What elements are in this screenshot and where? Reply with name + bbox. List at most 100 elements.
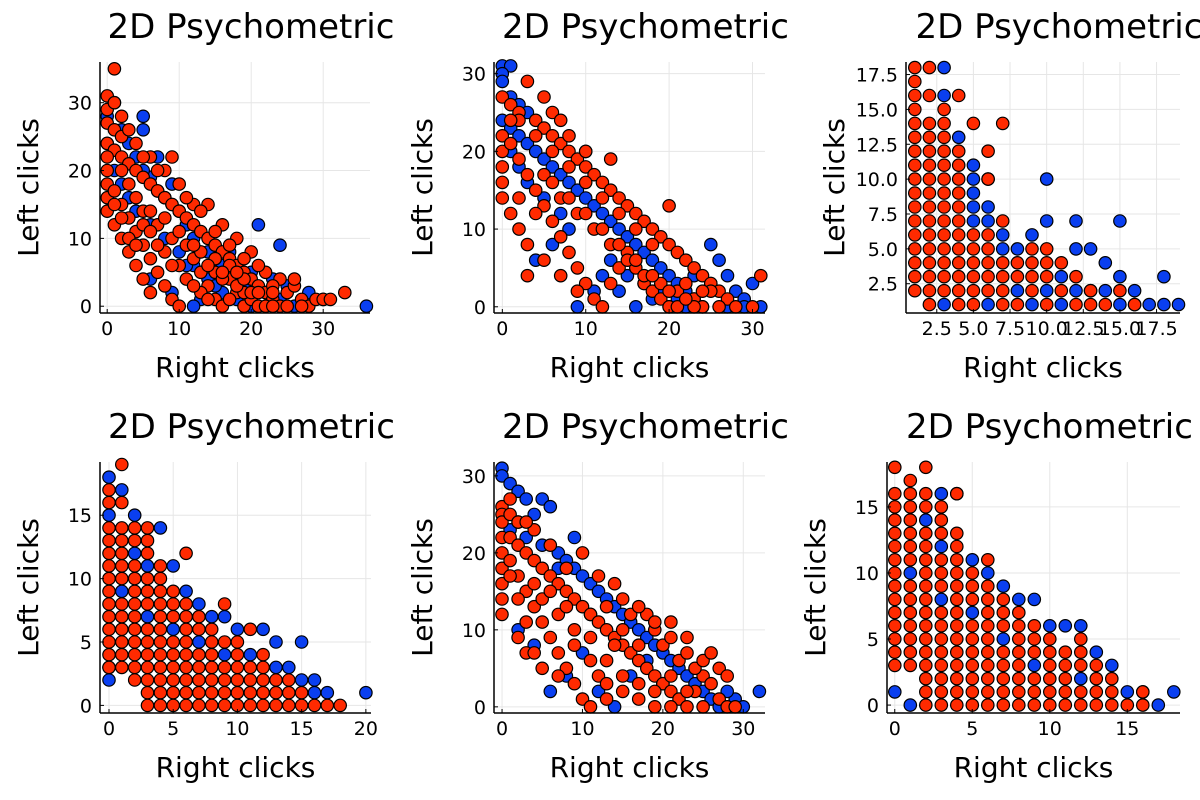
scatter-point — [495, 175, 510, 190]
scatter-point — [222, 238, 237, 252]
scatter-point — [511, 630, 525, 645]
x-axis-label: Right clicks — [156, 751, 316, 784]
scatter-point — [937, 269, 951, 284]
scatter-point — [495, 129, 510, 143]
scatter-point — [511, 592, 525, 606]
scatter-point — [204, 635, 219, 649]
scatter-point — [143, 251, 158, 266]
scatter-point — [949, 658, 964, 673]
scatter-point — [951, 283, 966, 298]
scatter-point — [981, 228, 995, 242]
scatter-point — [243, 647, 258, 662]
scatter-point — [102, 508, 116, 522]
scatter-point — [966, 242, 981, 256]
scatter-point — [503, 492, 517, 506]
scatter-point — [307, 698, 322, 713]
scatter-point — [903, 632, 918, 646]
scatter-point — [922, 186, 937, 200]
chart-title: 2D Psychometric — [108, 407, 395, 447]
scatter-point — [922, 144, 937, 158]
scatter-point — [251, 218, 266, 232]
x-tick-label: 20 — [354, 718, 378, 740]
scatter-point — [186, 279, 201, 293]
scatter-point — [578, 160, 593, 174]
scatter-point — [934, 592, 949, 607]
x-axis-label: Right clicks — [550, 351, 710, 384]
scatter-point — [903, 566, 918, 580]
y-tick-label: 15.0 — [856, 99, 898, 121]
scatter-point — [981, 242, 995, 256]
scatter-point — [562, 129, 576, 143]
x-tick-label: 5 — [966, 718, 978, 740]
y-tick-label: 20 — [68, 161, 92, 183]
scatter-point — [127, 559, 142, 573]
scatter-point — [937, 130, 951, 145]
scatter-point — [122, 177, 136, 191]
scatter-point — [102, 521, 116, 535]
scatter-point — [217, 609, 232, 624]
y-tick-label: 0 — [80, 695, 92, 717]
scatter-point — [949, 632, 964, 646]
series-2 — [907, 60, 1142, 312]
scatter-point — [599, 692, 614, 706]
x-axis-label: Right clicks — [954, 751, 1114, 784]
scatter-point — [1089, 658, 1104, 673]
scatter-point — [204, 698, 219, 713]
y-axis-label: Left clicks — [799, 518, 832, 657]
scatter-point — [934, 698, 949, 712]
scatter-point — [996, 632, 1011, 646]
scatter-point — [136, 150, 150, 164]
scatter-point — [903, 500, 918, 514]
scatter-point — [107, 95, 122, 110]
scatter-point — [1069, 269, 1083, 284]
scatter-point — [150, 163, 165, 178]
scatter-point — [907, 102, 922, 117]
scatter-point — [165, 150, 179, 164]
x-tick-label: 20 — [657, 318, 681, 340]
scatter-point — [243, 622, 258, 637]
scatter-point — [115, 546, 129, 561]
scatter-point — [127, 635, 142, 649]
scatter-point — [512, 222, 526, 236]
scatter-point — [102, 609, 116, 624]
scatter-point — [1136, 685, 1150, 699]
scatter-point — [543, 538, 558, 552]
scatter-point — [1058, 618, 1073, 633]
scatter-point — [140, 647, 155, 662]
scatter-point — [1074, 671, 1088, 686]
scatter-point — [1098, 297, 1113, 312]
x-tick-label: 0 — [889, 718, 901, 740]
scatter-point — [179, 622, 193, 637]
scatter-point — [1167, 685, 1181, 699]
scatter-point — [918, 500, 933, 514]
scatter-point — [256, 622, 270, 637]
scatter-point — [1142, 297, 1156, 312]
scatter-point — [570, 284, 585, 298]
scatter-point — [937, 158, 951, 172]
scatter-point — [591, 569, 606, 583]
x-tick-label: 20 — [239, 318, 263, 340]
scatter-point — [129, 258, 143, 273]
scatter-point — [980, 618, 995, 633]
scatter-point — [1105, 671, 1119, 686]
y-tick-label: 5 — [867, 629, 879, 651]
scatter-point — [140, 685, 155, 700]
scatter-point — [1069, 242, 1083, 256]
scatter-point — [583, 630, 598, 645]
scatter-point — [981, 172, 995, 186]
scatter-point — [307, 673, 322, 687]
y-axis-label: Left clicks — [12, 118, 45, 257]
scatter-point — [949, 539, 964, 554]
scatter-point — [503, 59, 518, 73]
scatter-point — [136, 272, 150, 286]
scatter-point — [166, 635, 180, 649]
scatter-point — [965, 579, 980, 593]
scatter-point — [712, 299, 726, 314]
scatter-point — [934, 579, 949, 593]
scatter-point — [230, 622, 245, 637]
scatter-point — [153, 609, 168, 624]
scatter-point — [153, 521, 168, 535]
scatter-point — [559, 599, 574, 614]
scatter-point — [653, 292, 668, 306]
scatter-point — [937, 102, 951, 117]
